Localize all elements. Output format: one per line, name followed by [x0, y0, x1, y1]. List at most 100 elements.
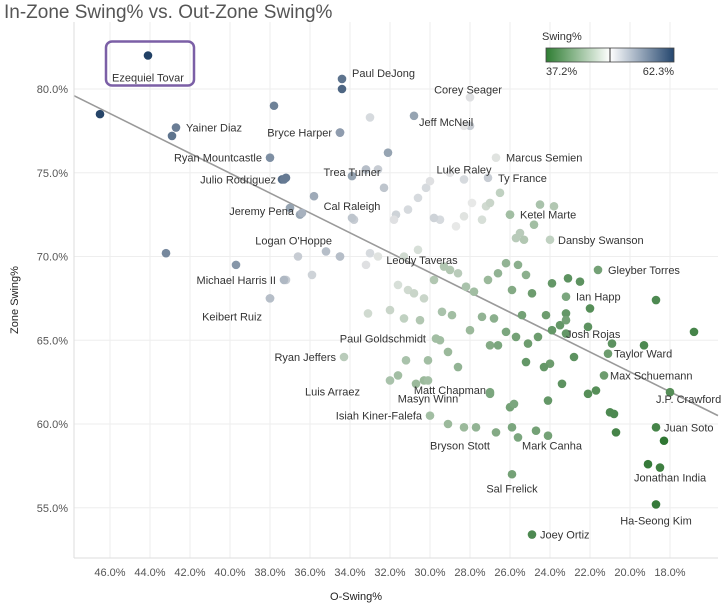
y-tick-label: 80.0%	[37, 84, 68, 96]
point-label: Mark Canha	[522, 441, 583, 453]
data-point	[465, 121, 475, 131]
y-tick-label: 55.0%	[37, 503, 68, 515]
data-point	[365, 113, 375, 122]
data-point	[411, 379, 421, 389]
data-point	[425, 176, 435, 186]
chart-title: In-Zone Swing% vs. Out-Zone Swing%	[4, 2, 333, 23]
data-point	[363, 309, 373, 318]
labeled-data-point	[655, 463, 665, 472]
legend-min-label: 37.2%	[546, 66, 577, 78]
data-point	[437, 307, 447, 317]
point-label: J.P. Crawford	[656, 394, 721, 406]
data-point	[523, 339, 533, 348]
point-label: Juan Soto	[664, 422, 714, 434]
data-point	[451, 222, 461, 231]
data-point	[385, 305, 395, 315]
x-tick-label: 26.0%	[494, 567, 525, 579]
point-label: Cal Raleigh	[324, 201, 381, 213]
point-label: Dansby Swanson	[558, 235, 644, 247]
point-label: Ezequiel Tovar	[112, 73, 184, 85]
data-point	[639, 340, 649, 350]
data-point	[539, 362, 549, 372]
data-point	[409, 111, 419, 121]
data-point	[365, 248, 375, 258]
data-point	[643, 459, 653, 469]
data-point	[421, 183, 431, 193]
point-label: Ian Happ	[576, 292, 621, 304]
labeled-data-point	[593, 265, 603, 275]
x-tick-label: 44.0%	[134, 567, 165, 579]
data-point	[689, 327, 699, 337]
labeled-data-point	[465, 93, 475, 102]
data-point	[307, 270, 317, 280]
labeled-data-point	[471, 423, 481, 432]
data-point	[501, 327, 511, 337]
data-point	[491, 428, 501, 437]
data-point	[469, 287, 479, 296]
data-point	[585, 304, 595, 313]
data-point	[531, 426, 541, 436]
data-point	[609, 409, 619, 419]
data-point	[423, 356, 433, 365]
data-point	[373, 252, 383, 261]
point-label: Taylor Ward	[614, 349, 672, 361]
points-layer	[95, 51, 699, 539]
point-label: Yainer Diaz	[186, 123, 242, 135]
data-point	[651, 295, 661, 305]
data-point	[521, 270, 531, 280]
point-label: Luke Raley	[436, 164, 492, 176]
y-tick-label: 65.0%	[37, 335, 68, 347]
data-point	[447, 310, 457, 320]
data-point	[489, 314, 499, 323]
point-label: Trea Turner	[323, 167, 380, 179]
labeled-data-point	[171, 123, 181, 132]
x-tick-label: 36.0%	[294, 567, 325, 579]
point-label: Corey Seager	[434, 84, 502, 96]
data-point	[389, 215, 399, 224]
data-point	[511, 332, 521, 342]
data-point	[293, 252, 303, 261]
data-point	[501, 258, 511, 268]
labeled-data-point	[385, 376, 395, 385]
labeled-data-point	[335, 252, 345, 261]
data-point	[285, 203, 295, 213]
point-label: Ryan Jeffers	[274, 352, 336, 364]
data-point	[415, 315, 425, 325]
data-point	[269, 101, 279, 111]
grid-layer	[74, 22, 718, 558]
data-point	[547, 325, 557, 335]
labeled-data-point	[297, 208, 307, 218]
data-point	[507, 423, 517, 432]
legend-max-label: 62.3%	[643, 66, 674, 78]
data-point	[453, 362, 463, 372]
data-point	[543, 396, 553, 405]
x-tick-label: 30.0%	[414, 567, 445, 579]
y-axis-title: Zone Swing%	[9, 266, 21, 334]
data-point	[383, 148, 393, 157]
x-tick-label: 28.0%	[454, 567, 485, 579]
labeled-data-point	[603, 349, 613, 358]
data-point	[373, 165, 383, 174]
data-point	[561, 329, 571, 338]
labeled-data-point	[431, 334, 441, 343]
point-label: Paul DeJong	[352, 68, 415, 80]
data-point	[519, 235, 529, 245]
data-point	[467, 198, 477, 208]
labeled-data-point	[347, 213, 357, 223]
x-tick-label: 22.0%	[574, 567, 605, 579]
point-label: Jonathan India	[634, 473, 707, 485]
x-tick-label: 24.0%	[534, 567, 565, 579]
trend-layer	[73, 94, 719, 417]
x-tick-label: 34.0%	[334, 567, 365, 579]
data-point	[513, 433, 523, 442]
trend-line	[73, 94, 719, 417]
point-label: Jeremy Pena	[229, 206, 295, 218]
labeled-data-point	[337, 74, 347, 84]
labeled-data-point	[561, 292, 571, 302]
data-point	[575, 277, 585, 286]
point-label: Josh Rojas	[566, 329, 621, 341]
data-point	[161, 248, 171, 258]
x-tick-label: 40.0%	[214, 567, 245, 579]
data-point	[95, 109, 105, 119]
data-point	[399, 252, 409, 261]
